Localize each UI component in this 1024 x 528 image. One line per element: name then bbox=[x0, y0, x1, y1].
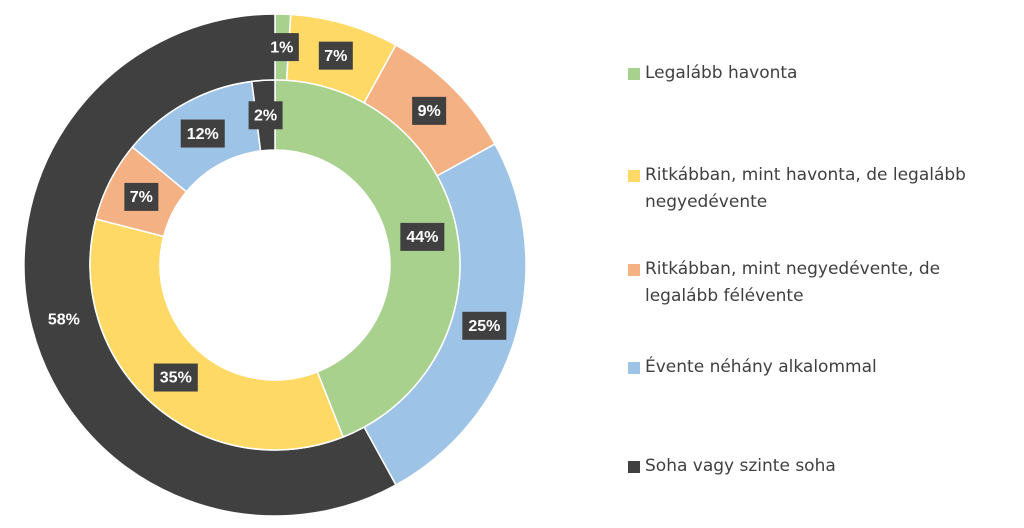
legend-label: Ritkábban, mint negyedévente, de legaláb… bbox=[645, 259, 941, 306]
data-label: 9% bbox=[418, 103, 441, 120]
legend-swatch bbox=[628, 362, 640, 374]
data-label-box bbox=[153, 363, 198, 392]
data-label: 2% bbox=[254, 108, 277, 125]
data-label: 1% bbox=[270, 39, 293, 56]
data-label: 44% bbox=[406, 229, 438, 246]
data-label-box bbox=[124, 182, 159, 211]
donut-segment bbox=[89, 218, 345, 451]
legend-label: Legalább havonta bbox=[645, 63, 798, 83]
legend-label: Évente néhány alkalommal bbox=[645, 357, 877, 377]
legend-swatch bbox=[628, 461, 640, 473]
data-label-box bbox=[248, 101, 283, 130]
data-label: 35% bbox=[160, 370, 192, 387]
legend-item: Ritkábban, mint negyedévente, de legaláb… bbox=[628, 256, 1018, 310]
data-label: 25% bbox=[468, 318, 500, 335]
data-label: 12% bbox=[187, 126, 219, 143]
data-label-box bbox=[180, 119, 225, 148]
legend: Legalább havonta Ritkábban, mint havonta,… bbox=[628, 0, 1018, 528]
data-label-box bbox=[318, 41, 353, 70]
legend-swatch bbox=[628, 264, 640, 276]
legend-label: Ritkábban, mint havonta, de legalább neg… bbox=[645, 165, 966, 212]
legend-item: Legalább havonta bbox=[628, 60, 1018, 87]
legend-item: Évente néhány alkalommal bbox=[628, 354, 1018, 381]
legend-item: Ritkábban, mint havonta, de legalább neg… bbox=[628, 162, 1018, 216]
legend-swatch bbox=[628, 68, 640, 80]
legend-item: Soha vagy szinte soha bbox=[628, 453, 1018, 480]
legend-swatch bbox=[628, 170, 640, 182]
data-label-box bbox=[264, 33, 299, 62]
donut-segment bbox=[274, 79, 461, 438]
legend-label: Soha vagy szinte soha bbox=[645, 456, 836, 476]
data-label-box bbox=[41, 305, 86, 334]
data-label: 7% bbox=[324, 48, 347, 65]
data-label-box bbox=[462, 311, 507, 340]
data-label: 58% bbox=[48, 311, 80, 328]
chart: 1% 7% 9% 25% 58% 44% 35% 7% 12% 2% bbox=[23, 13, 527, 517]
data-label: 7% bbox=[130, 189, 153, 206]
data-label-box bbox=[400, 222, 445, 251]
data-label-box bbox=[412, 96, 447, 125]
